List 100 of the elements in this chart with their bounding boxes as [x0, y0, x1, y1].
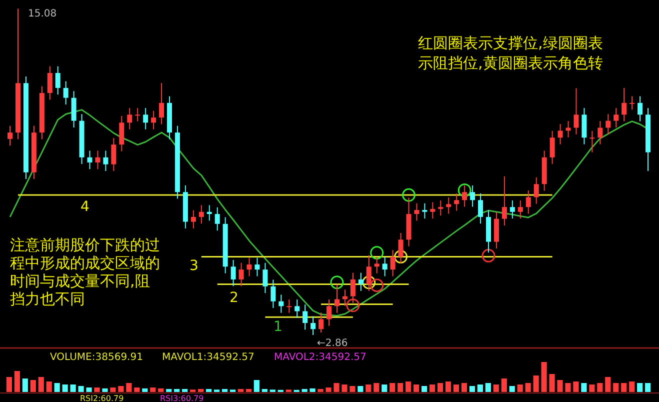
candlestick — [190, 210, 196, 229]
bar — [398, 383, 404, 392]
bar — [142, 388, 148, 392]
candlestick — [598, 120, 603, 145]
bar — [6, 377, 12, 392]
bar — [334, 383, 340, 392]
bar — [182, 389, 188, 392]
candlestick — [326, 298, 332, 326]
bar — [246, 389, 252, 392]
bar — [493, 384, 499, 392]
bar — [134, 388, 140, 392]
bar — [78, 386, 84, 392]
text: RSI2:60.79 — [80, 394, 124, 402]
annotation: 2 — [230, 290, 238, 306]
candlestick — [95, 150, 100, 170]
bar — [453, 384, 460, 392]
candlestick — [111, 137, 116, 172]
bar — [254, 380, 260, 392]
candlestick — [135, 107, 140, 122]
bar — [637, 383, 643, 392]
candlestick — [574, 88, 579, 135]
bar — [573, 382, 579, 392]
bar — [517, 384, 523, 392]
candlestick — [318, 312, 324, 334]
point — [370, 246, 384, 260]
point — [362, 276, 376, 290]
candlestick — [422, 202, 428, 220]
candlestick — [358, 272, 364, 292]
bar — [94, 388, 100, 392]
bar — [158, 388, 164, 392]
annotation: VOLUME:38569.91 — [50, 352, 143, 363]
candlestick — [238, 262, 244, 287]
candlestick — [470, 184, 476, 208]
candlestick — [310, 316, 316, 336]
candlestick — [55, 66, 60, 96]
annotation: MAVOL2:34592.57 — [274, 352, 366, 363]
bar — [262, 389, 268, 392]
candlestick — [262, 262, 268, 294]
candlestick — [302, 304, 308, 330]
candlestick — [294, 298, 300, 318]
annotation: 红圆圈表示支撑位,绿圆圈表示阻挡位,黄圆圈表示角色转 — [418, 34, 603, 72]
bar — [62, 384, 68, 392]
bar — [469, 386, 475, 392]
candlestick — [278, 294, 284, 314]
bar — [102, 388, 108, 392]
candlestick — [390, 250, 396, 277]
bar — [302, 389, 308, 392]
candlestick — [374, 256, 380, 274]
bar — [126, 383, 132, 392]
candlestick — [398, 232, 404, 264]
candlestick — [334, 284, 340, 314]
annotation: 1 — [274, 319, 282, 335]
bar — [38, 377, 44, 392]
bar — [310, 388, 316, 392]
candlestick — [151, 110, 156, 130]
bar — [318, 389, 324, 392]
annotation: 15.08 — [28, 8, 57, 20]
bar — [621, 383, 627, 392]
candlestick — [47, 66, 52, 100]
candlestick — [103, 150, 108, 172]
bar — [326, 388, 332, 392]
candlestick — [159, 82, 164, 125]
bar — [414, 384, 420, 392]
bar — [485, 383, 491, 392]
bar — [509, 386, 515, 392]
bar — [54, 383, 60, 392]
bar — [549, 374, 555, 392]
candlestick — [518, 200, 523, 220]
point — [482, 248, 496, 262]
bar — [461, 383, 467, 392]
bar — [645, 383, 651, 392]
bar — [406, 382, 412, 392]
bar — [525, 383, 531, 392]
bar — [350, 386, 356, 392]
candlestick — [590, 130, 595, 153]
candlestick — [502, 176, 507, 226]
bar — [589, 384, 595, 392]
bar — [30, 380, 36, 392]
text: RSI3:60.79 — [160, 394, 204, 402]
point — [458, 183, 472, 197]
candlestick — [494, 212, 499, 249]
candlestick — [143, 107, 148, 130]
candlestick — [558, 123, 563, 145]
candlestick — [446, 196, 452, 214]
annotation: MAVOL1:34592.57 — [162, 352, 254, 363]
candlestick — [550, 130, 555, 165]
bar — [358, 386, 364, 392]
annotation: 3 — [190, 258, 198, 274]
candlestick — [614, 107, 619, 128]
bar — [150, 388, 156, 392]
candlestick — [438, 200, 444, 216]
candlestick — [214, 206, 220, 232]
candlestick — [534, 176, 539, 204]
candlestick — [430, 202, 436, 220]
candlestick — [8, 125, 12, 146]
annotation: 4 — [80, 199, 90, 215]
bar — [374, 383, 380, 392]
bar — [382, 384, 388, 392]
candlestick — [254, 257, 260, 277]
bar — [86, 388, 92, 392]
